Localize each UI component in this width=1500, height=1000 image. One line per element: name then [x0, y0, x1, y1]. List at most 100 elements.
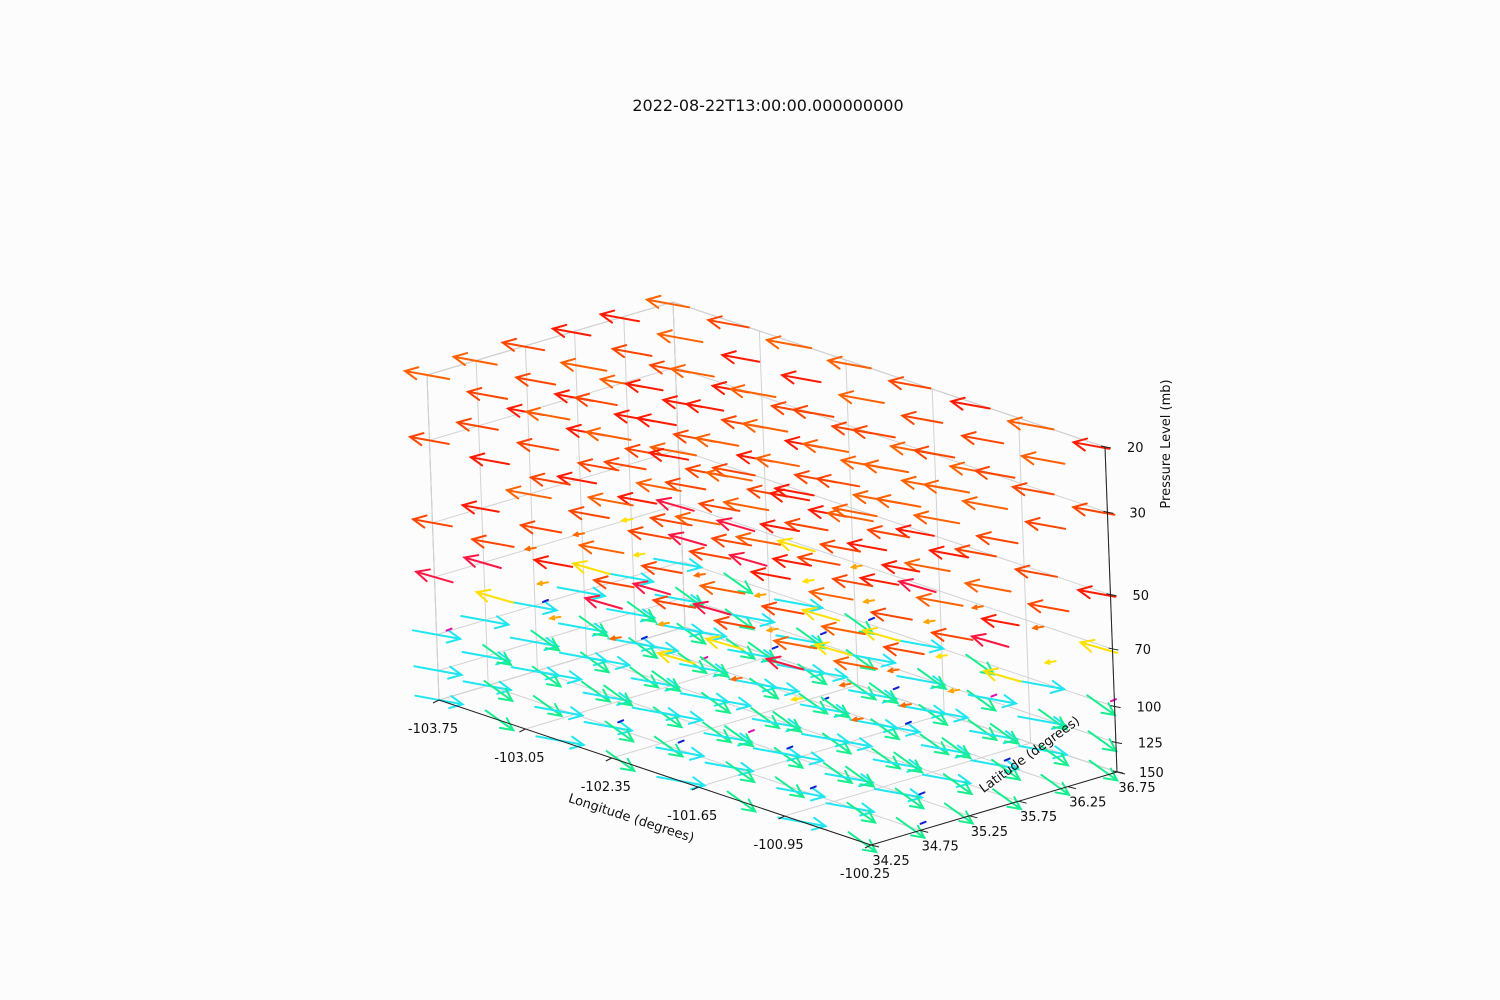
wind-vector [608, 635, 622, 641]
wind-vector-shaft [632, 582, 672, 596]
wind-vector [750, 681, 801, 697]
wind-vector [610, 344, 653, 359]
wind-vector-head [1019, 451, 1037, 466]
wind-vector-head [555, 471, 573, 486]
wind-vector-head [410, 514, 428, 529]
wind-vector-head [874, 494, 892, 509]
x-tick-label: -102.35 [581, 780, 631, 795]
wind-vector [820, 696, 852, 719]
wind-vector [531, 665, 563, 688]
back-wall-grid-line [845, 359, 859, 686]
wind-vector-shaft [943, 802, 974, 825]
wind-vector-shaft [675, 586, 705, 609]
wind-vector-shaft [482, 644, 512, 666]
wind-vector-head [567, 706, 585, 721]
wind-vector-shaft [916, 596, 964, 607]
wind-vector [991, 758, 1022, 781]
wind-vector-head [1076, 585, 1093, 600]
wind-vector [870, 718, 901, 741]
wind-vector-head [706, 315, 723, 330]
wind-vector-shaft [881, 563, 921, 573]
wind-vector [504, 485, 552, 500]
wind-vector-shaft [501, 341, 546, 352]
wind-vector [669, 364, 715, 379]
wind-vector [604, 572, 656, 587]
wind-vector-head [608, 635, 616, 641]
wind-vector-head [888, 441, 906, 456]
wind-vector [407, 432, 450, 447]
wind-vector-head [922, 479, 940, 494]
wind-vector-head [635, 478, 652, 493]
wind-vector-shaft [603, 684, 633, 707]
wind-vector-head [922, 618, 930, 625]
wind-vector-head [739, 645, 757, 660]
wind-vector-head [734, 532, 752, 547]
wind-vector [846, 653, 898, 668]
y-tick-label: 35.75 [1020, 810, 1057, 825]
wind-vector [979, 613, 1020, 628]
wind-vector [796, 552, 841, 567]
wind-vector [927, 545, 970, 560]
wind-vector [598, 309, 641, 324]
wind-vector-head [498, 717, 516, 732]
wind-vector-head [565, 423, 582, 438]
wind-vector-short [918, 791, 926, 796]
wind-vector [706, 315, 750, 330]
wind-vector-head [620, 517, 628, 523]
wind-vector-head [687, 546, 705, 561]
wind-vector-shaft [413, 665, 463, 676]
wind-vector [886, 667, 900, 674]
wind-vector-head [586, 492, 604, 507]
wind-vector-head [651, 595, 669, 610]
wind-vector [635, 413, 677, 428]
wind-vector [550, 323, 592, 338]
wind-vector-head [1071, 502, 1088, 517]
wind-vector-shaft [574, 396, 618, 407]
wind-vector-shaft [950, 400, 991, 410]
wind-vector [749, 677, 780, 700]
z-tick-label: 30 [1129, 506, 1146, 521]
wind-vector [1010, 482, 1055, 497]
wind-vector-shaft [901, 414, 944, 424]
wind-vector-head [524, 406, 541, 421]
wind-vector-shaft [629, 641, 679, 652]
wind-vector-head [566, 670, 584, 685]
wind-vector-shaft [702, 696, 752, 707]
wind-vector-shaft [964, 582, 1012, 593]
wind-vector [1078, 639, 1119, 654]
wind-vector-shaft [593, 579, 635, 589]
wind-vector-shaft [483, 680, 514, 702]
wind-vector-head [758, 519, 776, 534]
wind-vector-head [691, 660, 709, 675]
wind-vector [830, 574, 874, 589]
wind-vector [620, 517, 634, 523]
y-tick-mark [1067, 786, 1076, 790]
z-tick-label: 100 [1137, 701, 1162, 716]
wind-vector-shaft [970, 759, 1020, 770]
wind-vector-shaft [769, 492, 811, 502]
wind-vector [653, 710, 705, 725]
wind-vector [858, 573, 900, 588]
wind-vector-shaft [675, 515, 721, 526]
floor-grid-line [537, 670, 970, 817]
x-tick-label: -100.95 [754, 838, 804, 853]
wind-vector-shaft [823, 736, 873, 748]
wind-vector-shaft [408, 435, 450, 445]
wind-vector [530, 629, 561, 652]
wind-vector-shaft [742, 422, 789, 433]
wind-vector [648, 513, 693, 528]
wind-vector-shaft [508, 600, 558, 612]
wind-vector [579, 651, 611, 674]
wind-vector-shaft [471, 538, 515, 548]
wind-vector-shaft [698, 502, 741, 512]
wind-vector-shaft [723, 572, 753, 595]
wind-vector-head [713, 663, 731, 679]
wind-vector [604, 720, 636, 743]
wind-vector-head [413, 568, 431, 583]
wind-vector [749, 567, 791, 582]
wind-vector-shaft [1087, 730, 1118, 753]
wind-vector-head [623, 378, 641, 393]
wind-vector-head [618, 728, 636, 743]
wind-vector [724, 725, 755, 748]
wind-vector [667, 531, 708, 547]
